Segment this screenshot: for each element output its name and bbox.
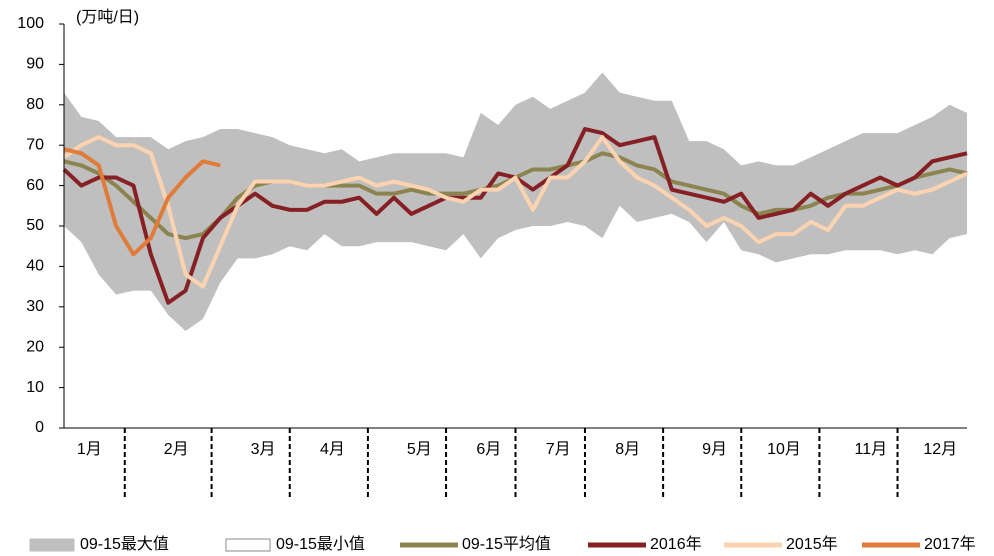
x-tick-label: 11月 (854, 441, 887, 458)
x-tick-label: 8月 (615, 441, 640, 458)
y-tick-label: 30 (26, 298, 44, 315)
x-tick-label: 6月 (476, 441, 501, 458)
x-tick-label: 7月 (546, 441, 571, 458)
y-tick-label: 80 (26, 96, 44, 113)
y-tick-label: 100 (17, 15, 44, 32)
x-tick-label: 10月 (767, 441, 801, 458)
x-tick-label: 12月 (923, 441, 957, 458)
x-tick-label: 5月 (407, 441, 432, 458)
x-tick-label: 3月 (251, 441, 276, 458)
y-tick-label: 10 (26, 379, 44, 396)
y-tick-label: 70 (26, 136, 44, 153)
x-tick-label: 2月 (164, 441, 189, 458)
legend-label: 2017年 (924, 535, 976, 553)
legend-label: 2015年 (786, 535, 838, 553)
y-tick-label: 60 (26, 177, 44, 194)
y-unit: (万吨/日) (76, 8, 139, 26)
legend-label: 09-15平均值 (462, 535, 551, 553)
legend-swatch (29, 538, 75, 552)
x-tick-label: 4月 (320, 441, 345, 458)
x-tick-label: 9月 (702, 441, 727, 458)
y-tick-label: 50 (26, 217, 44, 234)
line (63, 147, 221, 257)
y-tick-label: 90 (26, 56, 44, 73)
line (62, 135, 968, 289)
y-tick-label: 40 (26, 258, 44, 275)
y-tick-label: 0 (35, 419, 44, 436)
x-tick-label: 1月 (77, 441, 102, 458)
legend-swatch (225, 538, 271, 552)
area (64, 205, 967, 428)
legend-label: 09-15最小值 (276, 535, 365, 553)
legend-label: 2016年 (650, 535, 702, 553)
y-tick-label: 20 (26, 338, 44, 355)
legend-label: 09-15最大值 (80, 535, 169, 553)
